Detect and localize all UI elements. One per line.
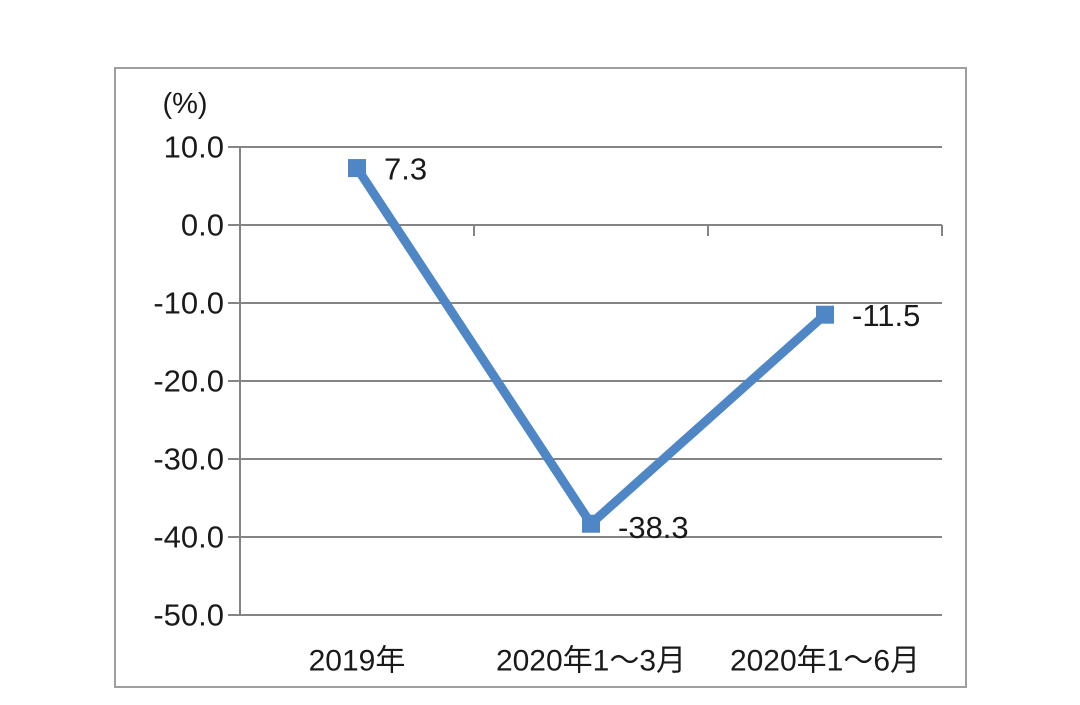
line-chart: 10.0 0.0 -10.0 -20.0 -30.0 -40.0 -50.0 7.3 -38.3… <box>153 88 943 678</box>
data-point-marker <box>582 514 600 533</box>
y-tick-label: -40.0 <box>153 520 224 555</box>
y-tick-label: -30.0 <box>153 442 224 477</box>
data-label: -11.5 <box>852 298 920 333</box>
y-tick-label: 10.0 <box>164 130 224 165</box>
x-category-label: 2019年 <box>309 645 406 678</box>
chart-frame: 10.0 0.0 -10.0 -20.0 -30.0 -40.0 -50.0 7.3 -38.3… <box>114 67 967 688</box>
data-line-series <box>353 165 828 531</box>
axis-unit-label: (%) <box>162 88 207 120</box>
data-label: 7.3 <box>384 152 427 187</box>
y-tick-label: -50.0 <box>153 598 224 633</box>
x-category-label: 2020年1～6月 <box>730 645 920 678</box>
y-tick-label: 0.0 <box>181 208 224 243</box>
y-tick-label: -20.0 <box>153 364 224 399</box>
data-point-marker <box>816 305 834 324</box>
data-label: -38.3 <box>618 510 689 545</box>
y-tick-label: -10.0 <box>153 286 224 321</box>
data-point-marker <box>348 159 366 178</box>
x-category-label: 2020年1～3月 <box>496 645 686 678</box>
